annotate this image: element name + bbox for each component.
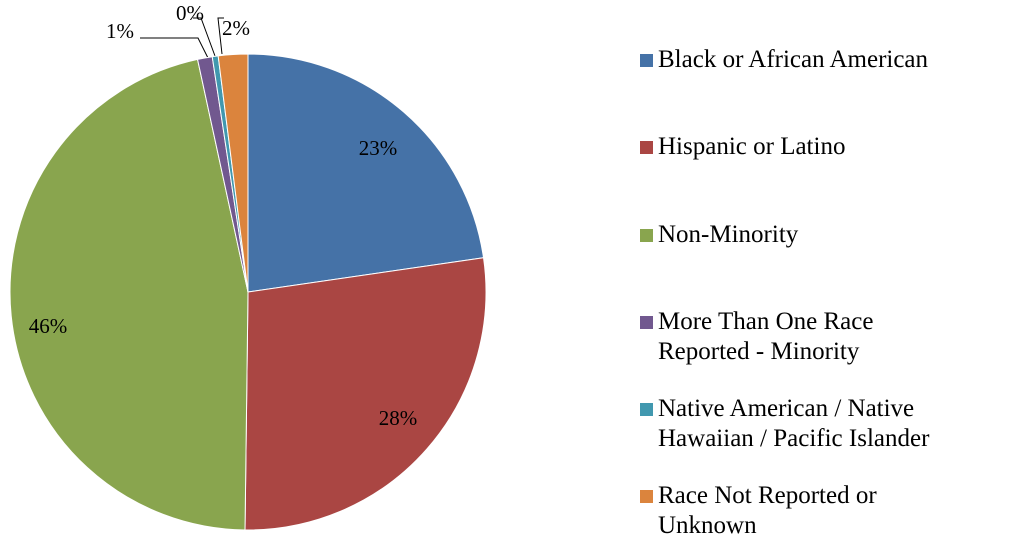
legend-swatch (640, 54, 653, 67)
legend-label: Non-Minority (658, 221, 799, 248)
legend-label: More Than One Race Reported - Minority (658, 308, 874, 365)
legend-label: Native American / Native Hawaiian / Paci… (658, 395, 930, 452)
pie-slice (9, 58, 249, 531)
pie-slice (247, 53, 485, 293)
legend-swatch (640, 229, 653, 242)
legend-entry: Race Not Reported or Unknown (640, 481, 930, 541)
legend-label: Hispanic or Latino (658, 133, 846, 160)
legend-entry: Hispanic or Latino (640, 132, 930, 162)
legend-swatch (640, 316, 653, 329)
data-label: 23% (359, 136, 398, 160)
legend-entry: More Than One Race Reported - Minority (640, 307, 930, 367)
pie-slice (244, 257, 487, 531)
legend-entry: Non-Minority (640, 220, 930, 250)
legend-label: Black or African American (658, 46, 929, 73)
leader-line (217, 17, 224, 55)
legend-swatch (640, 403, 653, 416)
data-label: 28% (379, 406, 418, 430)
legend-entry: Black or African American (640, 45, 930, 75)
data-label: 0% (176, 1, 204, 25)
legend-label: Race Not Reported or Unknown (658, 482, 877, 539)
legend-swatch (640, 141, 653, 154)
data-label: 1% (106, 19, 134, 43)
leader-line (193, 17, 216, 57)
chart: 23% 28% 46% 1% 0% 2% (9, 1, 487, 531)
data-label: 46% (29, 314, 68, 338)
legend-swatch (640, 490, 653, 503)
legend-entry: Native American / Native Hawaiian / Paci… (640, 394, 1010, 454)
data-label: 2% (222, 16, 250, 40)
pie-slice (217, 53, 249, 293)
leader-line (140, 37, 209, 59)
